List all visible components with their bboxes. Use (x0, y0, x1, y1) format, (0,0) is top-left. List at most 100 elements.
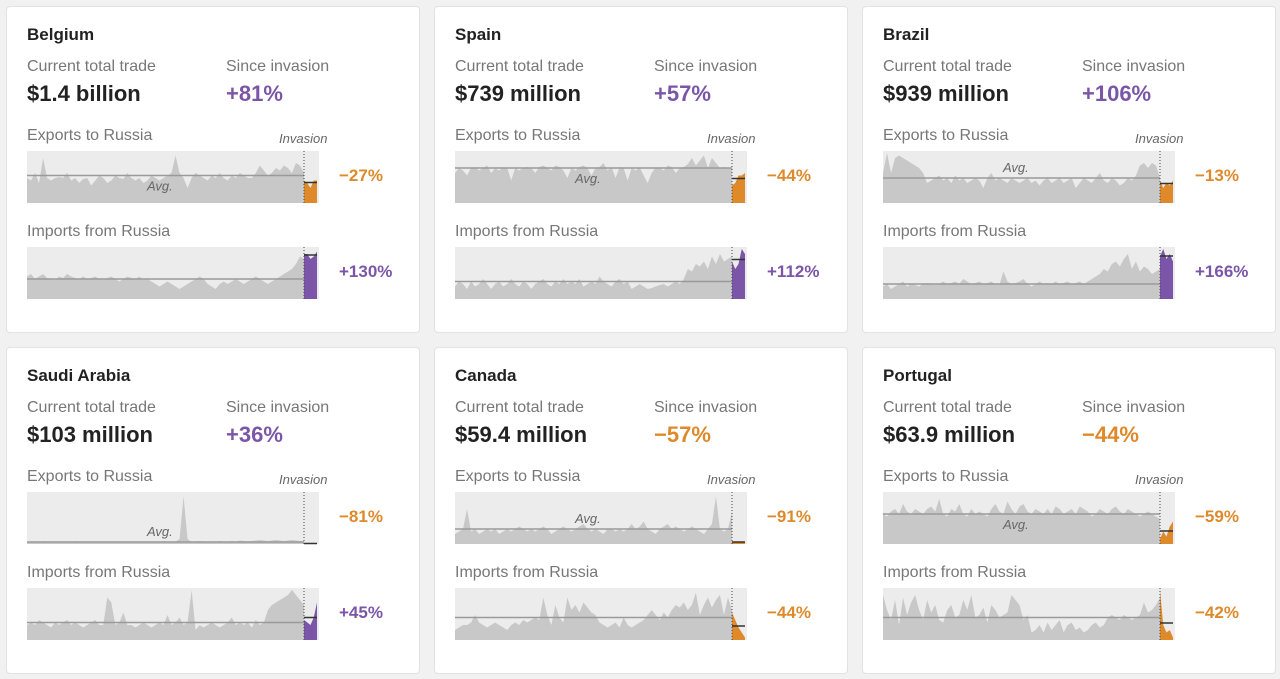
pre-invasion-area (27, 256, 304, 299)
current-total-trade-value: $59.4 million (455, 422, 588, 447)
current-total-trade-label: Current total trade (27, 58, 156, 75)
average-label: Avg. (574, 171, 601, 186)
imports-label: Imports from Russia (27, 223, 171, 240)
imports-label: Imports from Russia (455, 564, 599, 581)
current-total-trade-label: Current total trade (455, 58, 584, 75)
current-total-trade-value: $103 million (27, 422, 153, 447)
exports-label: Exports to Russia (455, 127, 581, 144)
imports-change: +112% (767, 262, 820, 281)
imports-label: Imports from Russia (455, 223, 599, 240)
since-invasion-label: Since invasion (1082, 58, 1186, 75)
since-invasion-label: Since invasion (226, 58, 330, 75)
country-card: Saudi Arabia Current total trade $103 mi… (6, 347, 420, 674)
current-total-trade-label: Current total trade (883, 58, 1012, 75)
chart-background (27, 492, 319, 544)
since-invasion-value: +57% (654, 81, 711, 106)
imports-change: +166% (1195, 262, 1249, 281)
average-label: Avg. (1002, 160, 1029, 175)
exports-sparkline: Avg. (27, 492, 319, 545)
average-label: Avg. (574, 511, 601, 526)
imports-change: +130% (339, 262, 393, 281)
current-total-trade-value: $1.4 billion (27, 81, 141, 106)
exports-sparkline: Avg. (27, 151, 319, 203)
current-total-trade-value: $739 million (455, 81, 581, 106)
exports-sparkline: Avg. (883, 492, 1175, 544)
imports-change: +45% (339, 603, 383, 622)
exports-change: −27% (339, 166, 383, 185)
pre-invasion-area (455, 592, 732, 640)
country-card: Canada Current total trade $59.4 million… (434, 347, 848, 674)
country-card: Portugal Current total trade $63.9 milli… (862, 347, 1276, 674)
post-invasion-area (304, 602, 317, 640)
exports-change: −13% (1195, 166, 1239, 185)
current-total-trade-value: $63.9 million (883, 422, 1016, 447)
pre-invasion-area (455, 155, 732, 203)
since-invasion-value: +106% (1082, 81, 1152, 106)
post-invasion-area (1160, 590, 1173, 640)
since-invasion-value: +81% (226, 81, 283, 106)
imports-change: −44% (767, 603, 811, 622)
since-invasion-label: Since invasion (1082, 399, 1186, 416)
imports-sparkline (27, 247, 319, 299)
exports-label: Exports to Russia (883, 468, 1009, 485)
post-invasion-area (1160, 249, 1173, 299)
pre-invasion-area (883, 254, 1160, 299)
imports-sparkline (883, 247, 1175, 299)
post-invasion-area (732, 249, 745, 299)
post-invasion-area (1160, 180, 1173, 203)
pre-invasion-area (883, 499, 1160, 544)
country-card: Brazil Current total trade $939 million … (862, 6, 1276, 333)
invasion-label: Invasion (1135, 131, 1184, 146)
since-invasion-label: Since invasion (654, 399, 758, 416)
country-name: Portugal (883, 366, 952, 385)
post-invasion-area (304, 180, 317, 203)
imports-sparkline (883, 588, 1175, 640)
invasion-label: Invasion (1135, 472, 1184, 487)
pre-invasion-area (27, 590, 304, 640)
country-name: Spain (455, 25, 502, 44)
invasion-label: Invasion (279, 472, 328, 487)
country-card: Spain Current total trade $739 million S… (434, 6, 848, 333)
imports-change: −42% (1195, 603, 1239, 622)
country-grid: Belgium Current total trade $1.4 billion… (6, 6, 1276, 674)
exports-change: −91% (767, 507, 811, 526)
post-invasion-area (304, 251, 317, 299)
country-name: Canada (455, 366, 517, 385)
exports-change: −44% (767, 166, 811, 185)
average-label: Avg. (146, 524, 173, 539)
average-label: Avg. (146, 179, 173, 194)
exports-change: −81% (339, 507, 383, 526)
current-total-trade-label: Current total trade (883, 399, 1012, 416)
country-name: Brazil (883, 25, 930, 44)
imports-sparkline (455, 588, 747, 640)
imports-label: Imports from Russia (883, 564, 1027, 581)
since-invasion-value: +36% (226, 422, 283, 447)
post-invasion-area (1160, 521, 1173, 544)
exports-label: Exports to Russia (883, 127, 1009, 144)
country-name: Saudi Arabia (27, 366, 131, 385)
exports-label: Exports to Russia (27, 468, 153, 485)
imports-sparkline (27, 588, 319, 640)
current-total-trade-value: $939 million (883, 81, 1009, 106)
exports-change: −59% (1195, 507, 1239, 526)
exports-sparkline: Avg. (883, 151, 1175, 203)
average-label: Avg. (1002, 517, 1029, 532)
pre-invasion-area (883, 153, 1160, 203)
pre-invasion-area (455, 496, 732, 544)
pre-invasion-area (455, 254, 732, 299)
imports-sparkline (455, 247, 747, 299)
current-total-trade-label: Current total trade (27, 399, 156, 416)
imports-label: Imports from Russia (27, 564, 171, 581)
post-invasion-area (732, 612, 745, 640)
since-invasion-value: −57% (654, 422, 711, 447)
imports-label: Imports from Russia (883, 223, 1027, 240)
country-card: Belgium Current total trade $1.4 billion… (6, 6, 420, 333)
post-invasion-area (732, 173, 745, 203)
since-invasion-label: Since invasion (226, 399, 330, 416)
invasion-label: Invasion (279, 131, 328, 146)
since-invasion-value: −44% (1082, 422, 1139, 447)
since-invasion-label: Since invasion (654, 58, 758, 75)
invasion-label: Invasion (707, 472, 756, 487)
exports-sparkline: Avg. (455, 151, 747, 203)
exports-label: Exports to Russia (27, 127, 153, 144)
